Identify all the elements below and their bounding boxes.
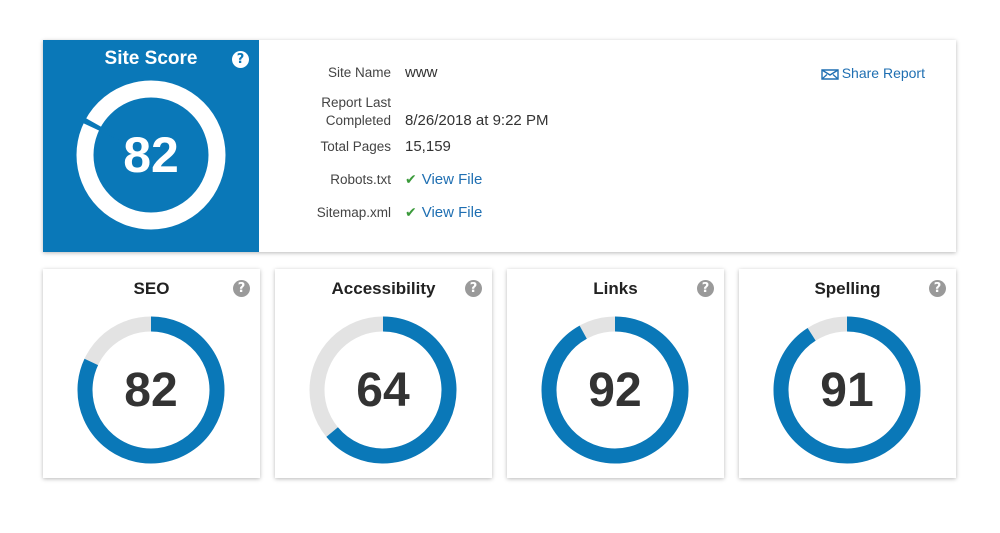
total-pages-value: 15,159 (405, 138, 451, 155)
ring-progress-arc (77, 316, 225, 464)
robots-row: Robots.txt ✔ View File (283, 166, 548, 199)
help-icon[interactable]: ? (465, 280, 482, 297)
ring-progress-arc (773, 316, 921, 464)
robots-view-file-link[interactable]: View File (421, 171, 483, 188)
site-info-table: Site Name www Report Last Completed 8/26… (283, 62, 549, 232)
accessibility-score-card: Accessibility ? 64 (275, 269, 492, 478)
category-gauge: 92 (540, 315, 690, 465)
category-ring (309, 316, 457, 464)
category-score: 92 (588, 363, 642, 417)
category-title: Spelling (814, 279, 881, 298)
help-icon[interactable]: ? (929, 280, 946, 297)
site-score-title: Site Score (104, 48, 198, 69)
site-score-ring-fill (76, 80, 226, 230)
category-score: 82 (124, 363, 178, 417)
category-title: SEO (133, 279, 170, 298)
site-score-panel: Site Score ? 82 (43, 40, 259, 252)
checkmark-icon: ✔ (405, 204, 417, 220)
site-summary-card: Site Score ? 82 Site Name www Report Las… (43, 40, 956, 252)
envelope-share-icon (821, 67, 839, 83)
report-completed-row: Report Last Completed 8/26/2018 at 9:22 … (283, 86, 548, 132)
category-ring (773, 316, 921, 464)
category-score: 64 (356, 363, 410, 417)
ring-progress-arc (541, 316, 689, 464)
help-icon[interactable]: ? (233, 280, 250, 297)
total-pages-row: Total Pages 15,159 (283, 132, 548, 166)
spelling-score-card: Spelling ? 91 (739, 269, 956, 478)
sitemap-view-file-link[interactable]: View File (421, 204, 483, 221)
site-score-ring (76, 80, 226, 230)
category-title: Links (593, 279, 638, 298)
category-gauge: 91 (772, 315, 922, 465)
help-icon[interactable]: ? (232, 51, 249, 68)
seo-score-card: SEO ? 82 (43, 269, 260, 478)
site-score-gauge: 82 (76, 80, 226, 230)
report-label-line1: Report Last (321, 95, 391, 110)
report-label-line2: Completed (325, 113, 391, 128)
total-pages-label: Total Pages (320, 139, 391, 154)
category-title: Accessibility (331, 279, 436, 298)
robots-value: ✔ View File (405, 166, 548, 199)
ring-progress-arc (326, 316, 457, 464)
site-score-ring-gap (78, 115, 151, 155)
checkmark-icon: ✔ (405, 171, 417, 187)
site-name-row: Site Name www (283, 62, 548, 86)
report-completed-label: Report Last Completed (283, 86, 405, 132)
share-report-label: Share Report (841, 65, 925, 81)
sitemap-value: ✔ View File (405, 199, 548, 232)
site-score-value: 82 (123, 127, 179, 183)
category-ring (77, 316, 225, 464)
share-report-link[interactable]: Share Report (821, 65, 925, 83)
category-gauge: 64 (308, 315, 458, 465)
category-ring (541, 316, 689, 464)
report-completed-value: 8/26/2018 at 9:22 PM (405, 112, 549, 129)
sitemap-label: Sitemap.xml (316, 205, 391, 220)
robots-label: Robots.txt (330, 172, 391, 187)
category-score: 91 (820, 363, 874, 417)
links-score-card: Links ? 92 (507, 269, 724, 478)
help-icon[interactable]: ? (697, 280, 714, 297)
sitemap-row: Sitemap.xml ✔ View File (283, 199, 548, 232)
category-gauge: 82 (76, 315, 226, 465)
site-name-label: Site Name (327, 65, 391, 80)
site-name-value: www (405, 64, 438, 81)
